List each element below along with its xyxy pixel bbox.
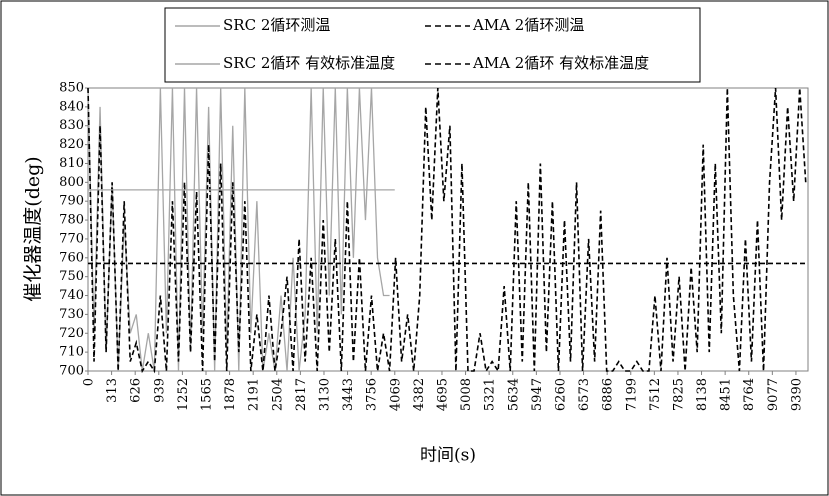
y-tick-label: 760 <box>59 250 84 265</box>
y-tick-label: 740 <box>59 288 84 303</box>
x-tick-label: 5634 <box>506 378 521 411</box>
x-tick-label: 0 <box>82 378 97 386</box>
legend-label: SRC 2循环 有效标准温度 <box>223 54 395 72</box>
x-tick-label: 4382 <box>412 378 427 411</box>
y-tick-label: 820 <box>59 137 84 152</box>
x-tick-label: 5008 <box>459 378 474 411</box>
x-tick-label: 3756 <box>365 378 380 411</box>
legend-entries: SRC 2循环测温 AMA 2循环测温 SRC 2循环 有效标准温度 AMA 2循环 … <box>175 16 649 72</box>
x-tick-label: 4695 <box>435 378 450 411</box>
x-tick-label: 1565 <box>199 378 214 411</box>
x-tick-label: 2817 <box>294 378 309 411</box>
x-tick-label: 939 <box>152 378 167 403</box>
x-tick-label: 5321 <box>483 378 498 411</box>
x-tick-label: 8764 <box>742 378 757 411</box>
series-line <box>87 87 390 372</box>
y-tick-label: 850 <box>59 81 84 96</box>
x-tick-label: 8451 <box>719 378 734 411</box>
x-tick-label: 313 <box>105 378 120 403</box>
y-tick-label: 770 <box>59 231 84 246</box>
y-tick-label: 730 <box>59 307 84 322</box>
x-tick-label: 2191 <box>247 378 262 411</box>
legend-label: AMA 2循环测温 <box>472 16 584 34</box>
x-tick-label: 6886 <box>601 378 616 411</box>
legend-label: SRC 2循环测温 <box>223 16 330 34</box>
x-tick-label: 6573 <box>577 378 592 411</box>
plot-area <box>87 87 809 372</box>
y-tick-label: 800 <box>59 175 84 190</box>
y-tick-label: 710 <box>59 345 84 360</box>
legend <box>164 7 701 83</box>
x-tick-label: 1252 <box>176 378 191 411</box>
x-tick-label: 7512 <box>648 378 663 411</box>
y-tick-label: 720 <box>59 326 84 341</box>
x-tick-label: 2504 <box>270 378 285 411</box>
x-tick-label: 4069 <box>388 378 403 411</box>
y-axis-label: 催化器温度(deg) <box>22 156 44 301</box>
x-tick-label: 8138 <box>695 378 710 411</box>
y-tick-label: 830 <box>59 118 84 133</box>
x-tick-label: 626 <box>129 378 144 403</box>
y-tick-label: 700 <box>59 364 84 379</box>
series-line <box>87 87 807 374</box>
y-tick-label: 790 <box>59 194 84 209</box>
y-tick-label: 750 <box>59 269 84 284</box>
x-tick-label: 5947 <box>530 378 545 411</box>
x-tick-label: 3130 <box>317 378 332 411</box>
x-axis-label: 时间(s) <box>420 446 476 466</box>
x-tick-label: 9390 <box>789 378 804 411</box>
x-tick-label: 3443 <box>341 378 356 411</box>
x-tick-label: 9077 <box>766 378 781 411</box>
x-tick-label: 7825 <box>671 378 686 411</box>
y-tick-label: 780 <box>59 213 84 228</box>
y-tick-label: 840 <box>59 99 84 114</box>
x-tick-label: 6260 <box>553 378 568 411</box>
legend-label: AMA 2循环 有效标准温度 <box>472 54 649 72</box>
y-tick-label: 810 <box>59 156 84 171</box>
x-tick-label: 1878 <box>223 378 238 411</box>
x-tick-label: 7199 <box>624 378 639 411</box>
